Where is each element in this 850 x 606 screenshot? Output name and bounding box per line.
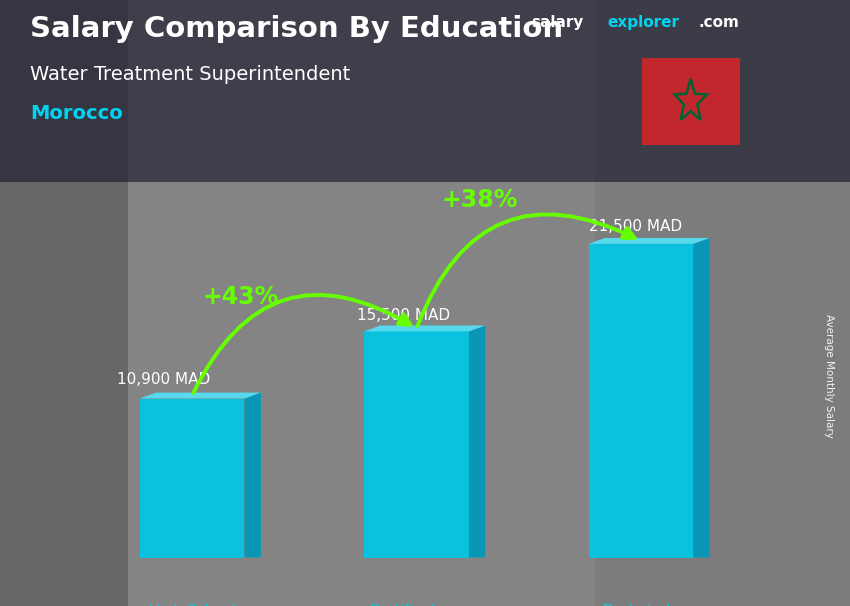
Text: Morocco: Morocco [30, 104, 122, 123]
Text: Average Monthly Salary: Average Monthly Salary [824, 314, 834, 438]
Text: Certificate or
Diploma: Certificate or Diploma [369, 604, 464, 606]
Bar [595, 0, 850, 606]
Text: +38%: +38% [442, 188, 518, 212]
Text: Salary Comparison By Education: Salary Comparison By Education [30, 15, 563, 43]
Text: .com: .com [699, 15, 740, 30]
Bar [0, 0, 850, 182]
Text: 15,500 MAD: 15,500 MAD [357, 308, 450, 322]
Text: Bachelor's
Degree: Bachelor's Degree [603, 604, 679, 606]
Text: Water Treatment Superintendent: Water Treatment Superintendent [30, 65, 350, 84]
Polygon shape [245, 393, 261, 558]
Polygon shape [139, 399, 245, 558]
Bar [128, 0, 595, 606]
Polygon shape [694, 238, 710, 558]
Polygon shape [364, 331, 469, 558]
Text: 10,900 MAD: 10,900 MAD [117, 372, 211, 387]
Text: +43%: +43% [202, 285, 279, 308]
Polygon shape [139, 393, 261, 399]
Polygon shape [588, 244, 694, 558]
Text: 21,500 MAD: 21,500 MAD [588, 219, 682, 234]
Polygon shape [364, 325, 485, 331]
Text: salary: salary [531, 15, 584, 30]
Text: High School: High School [149, 604, 235, 606]
Text: explorer: explorer [608, 15, 680, 30]
Polygon shape [588, 238, 710, 244]
Polygon shape [469, 325, 485, 558]
Bar [0, 0, 128, 606]
